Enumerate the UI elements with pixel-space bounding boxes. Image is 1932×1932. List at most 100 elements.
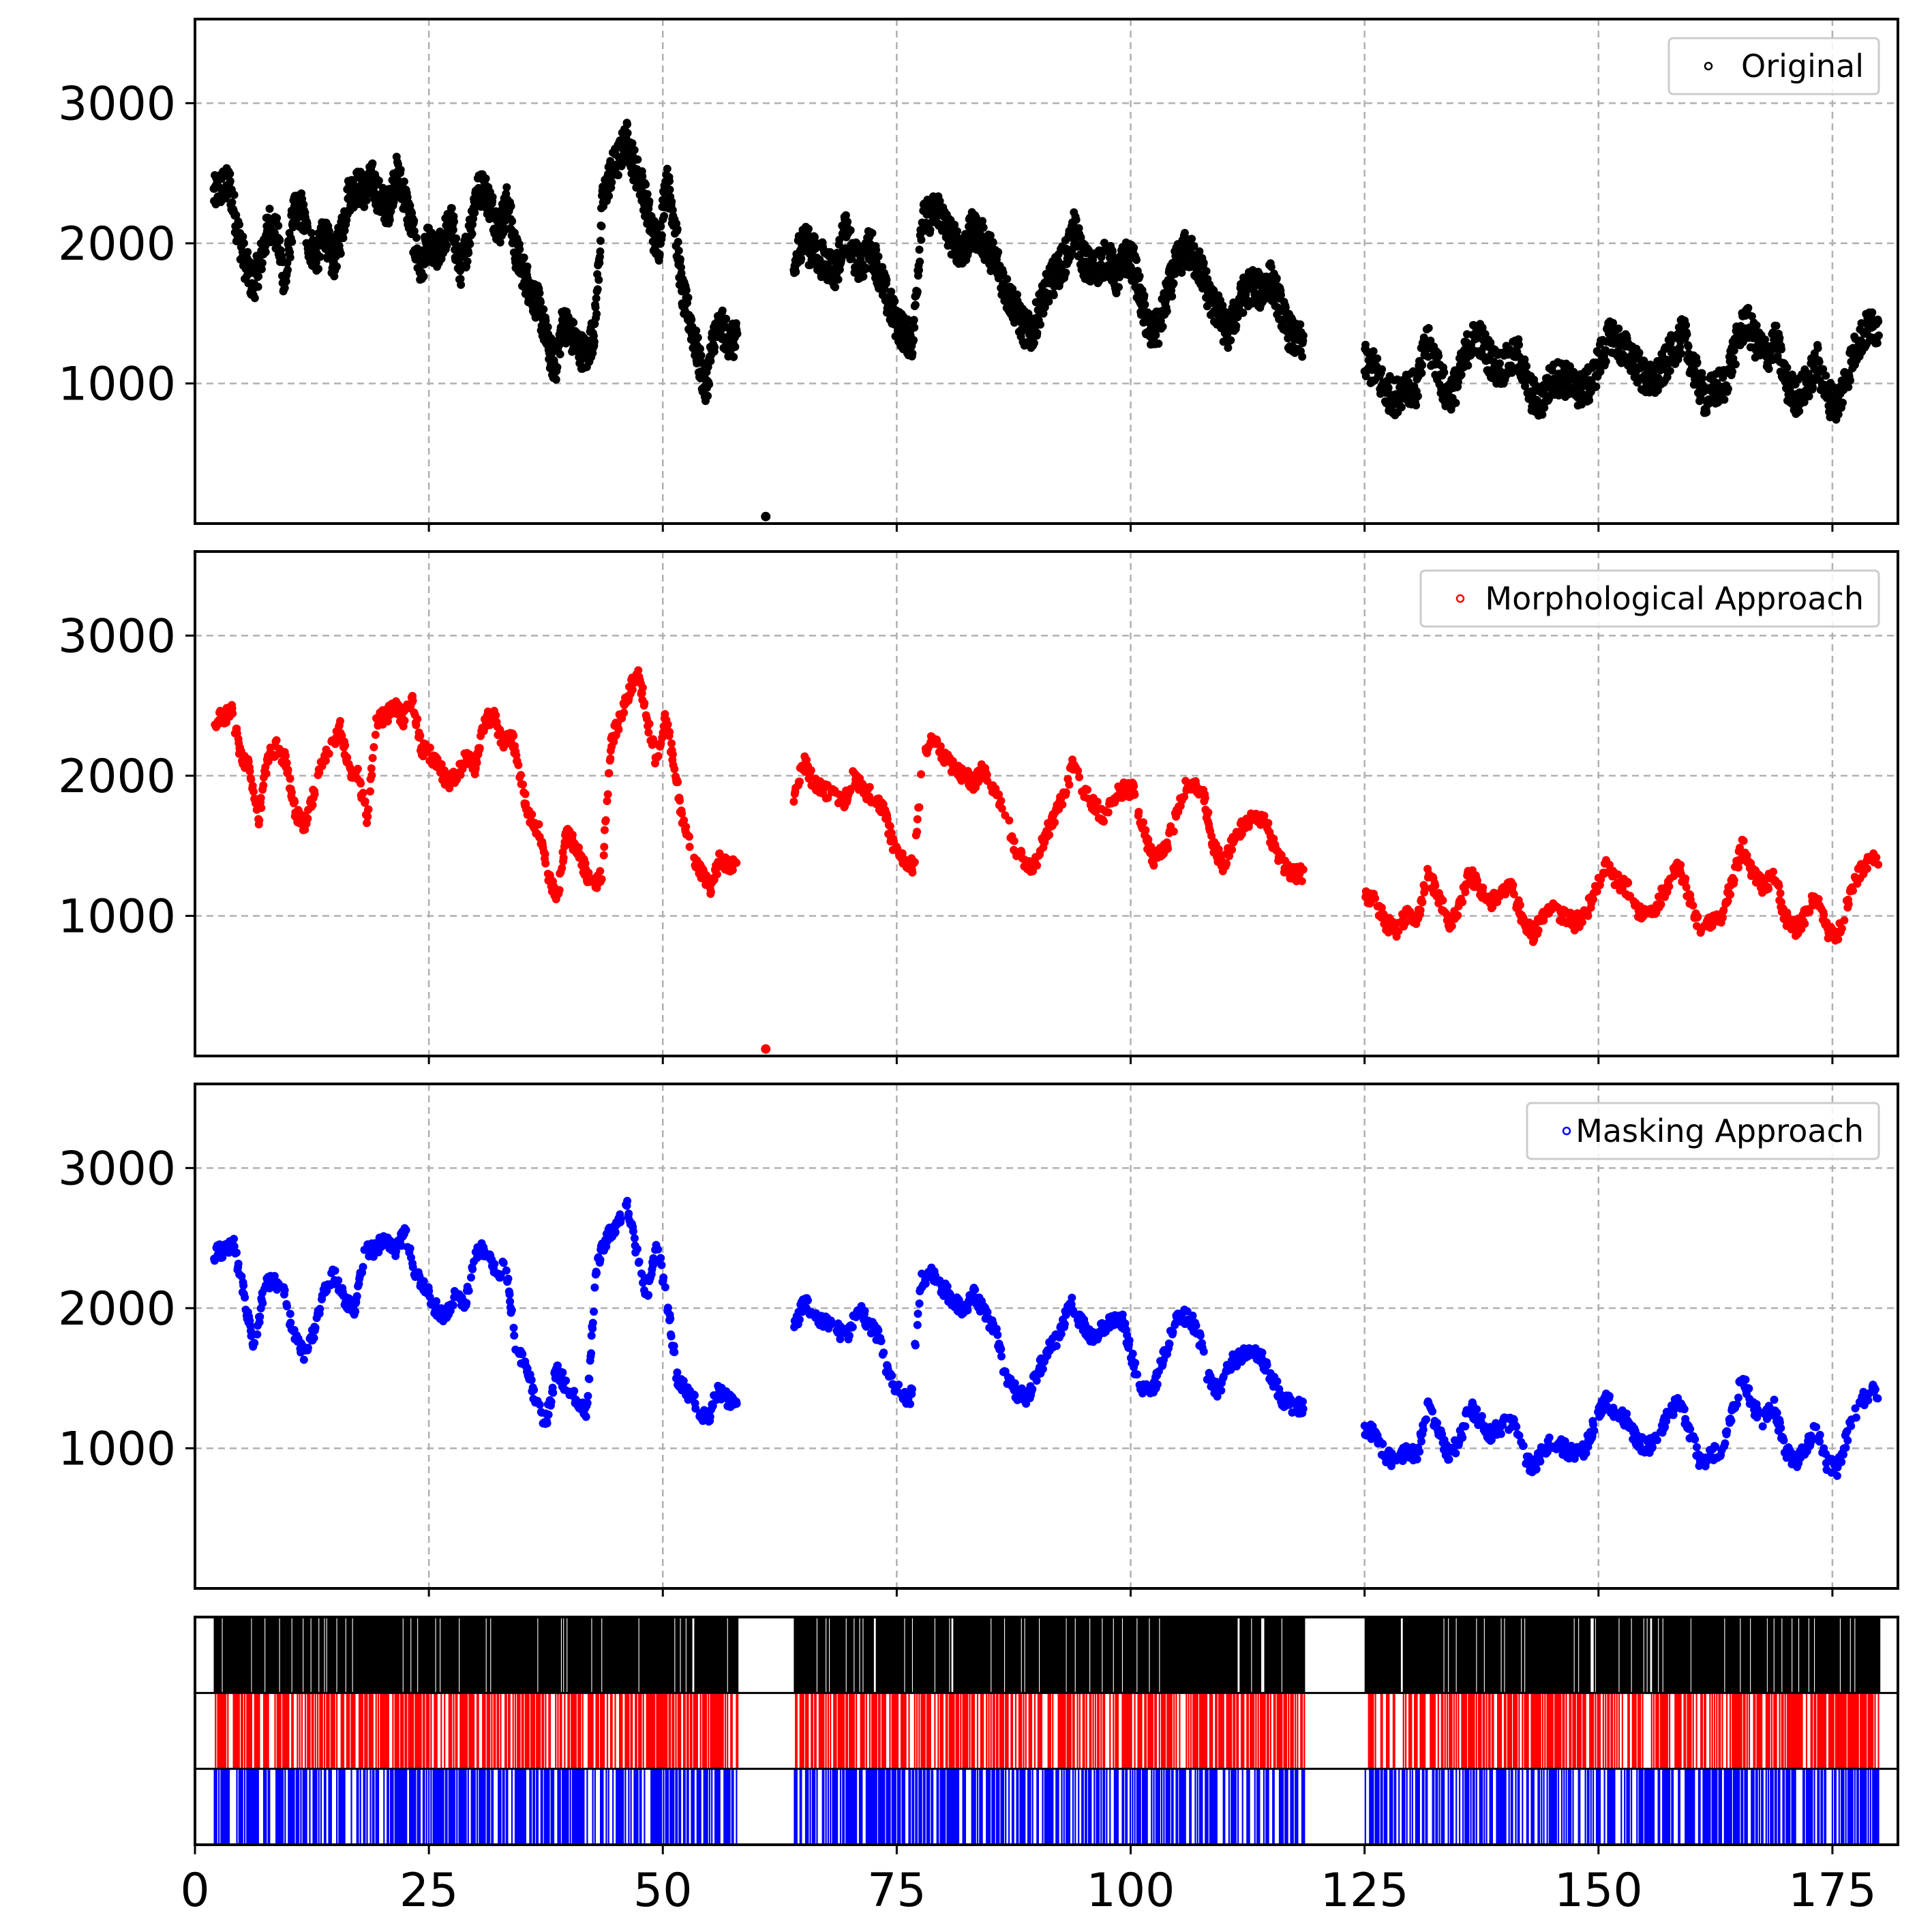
- data-point: [1815, 357, 1824, 366]
- data-point: [508, 217, 517, 226]
- data-point: [655, 250, 664, 259]
- data-point: [254, 282, 262, 291]
- data-point: [1168, 292, 1177, 301]
- data-point: [909, 335, 918, 344]
- data-point: [273, 213, 282, 222]
- data-point: [913, 828, 922, 836]
- data-point: [507, 202, 515, 211]
- data-point: [250, 294, 259, 303]
- data-point: [596, 247, 605, 256]
- data-point: [1045, 830, 1054, 839]
- data-point: [916, 257, 924, 266]
- data-point: [374, 177, 383, 185]
- data-point: [362, 196, 371, 205]
- data-point: [1272, 274, 1281, 283]
- data-point: [1239, 308, 1248, 317]
- data-point: [569, 318, 578, 327]
- data-point: [1457, 370, 1466, 379]
- data-point: [997, 804, 1006, 813]
- data-point: [368, 159, 377, 168]
- data-point: [796, 777, 804, 786]
- data-point: [1522, 362, 1531, 371]
- data-point: [1834, 410, 1843, 419]
- data-point: [1298, 352, 1307, 361]
- data-point: [452, 234, 461, 243]
- data-point: [728, 866, 737, 875]
- data-point: [1464, 361, 1473, 370]
- data-point: [628, 685, 637, 694]
- data-point: [1424, 324, 1433, 333]
- data-point: [908, 349, 917, 358]
- data-point: [399, 177, 408, 186]
- data-point: [605, 769, 614, 778]
- data-point: [1665, 367, 1674, 375]
- data-point: [1822, 372, 1830, 380]
- data-point: [1083, 785, 1092, 794]
- data-point: [887, 287, 896, 296]
- data-point: [259, 781, 268, 789]
- data-point: [1140, 291, 1149, 300]
- data-point: [692, 327, 701, 335]
- data-point: [712, 870, 721, 879]
- data-point: [543, 322, 552, 331]
- data-point: [596, 237, 605, 245]
- data-point: [1232, 322, 1241, 331]
- original-points: [209, 119, 1883, 424]
- data-point: [1132, 256, 1141, 265]
- data-point: [886, 822, 894, 830]
- data-point: [303, 814, 312, 823]
- data-point: [988, 238, 997, 247]
- data-point: [1044, 297, 1053, 306]
- data-point: [1702, 408, 1711, 417]
- data-point: [339, 234, 348, 243]
- data-point: [1158, 322, 1167, 331]
- data-point: [450, 217, 458, 226]
- data-point: [643, 190, 652, 198]
- data-point: [1585, 396, 1594, 405]
- data-point: [1684, 342, 1693, 351]
- data-point: [1199, 258, 1208, 267]
- outlier-point: [761, 511, 771, 522]
- data-point: [288, 237, 297, 246]
- data-point: [1839, 398, 1847, 407]
- data-point: [284, 766, 292, 774]
- data-point: [1104, 808, 1113, 817]
- data-point: [255, 816, 264, 825]
- data-point: [1130, 790, 1139, 799]
- data-point: [600, 826, 609, 834]
- data-point: [684, 293, 693, 302]
- data-point: [614, 725, 623, 734]
- data-point: [468, 230, 477, 238]
- data-point: [663, 720, 672, 729]
- data-point: [917, 235, 926, 244]
- data-point: [235, 220, 243, 229]
- data-point: [568, 830, 577, 839]
- data-point: [733, 329, 742, 338]
- data-point: [368, 753, 377, 762]
- morphological-points: [211, 666, 1883, 946]
- data-point: [908, 868, 917, 877]
- data-point: [228, 709, 237, 718]
- data-point: [481, 174, 490, 183]
- data-point: [614, 171, 622, 179]
- data-point: [1795, 407, 1804, 416]
- data-point: [286, 253, 295, 262]
- data-point: [275, 236, 284, 245]
- data-point: [592, 310, 601, 318]
- data-point: [447, 204, 456, 213]
- data-point: [1451, 399, 1460, 407]
- data-point: [1130, 243, 1138, 252]
- data-point: [416, 731, 425, 740]
- data-point: [385, 215, 394, 224]
- y-tick-label-3000: 3000: [58, 77, 176, 131]
- data-point: [528, 810, 537, 819]
- data-point: [1693, 358, 1702, 367]
- data-point: [226, 170, 235, 178]
- data-point: [333, 262, 341, 271]
- data-point: [718, 306, 727, 315]
- data-point: [1772, 321, 1781, 330]
- data-point: [552, 375, 560, 384]
- data-point: [541, 849, 549, 858]
- data-point: [284, 265, 292, 274]
